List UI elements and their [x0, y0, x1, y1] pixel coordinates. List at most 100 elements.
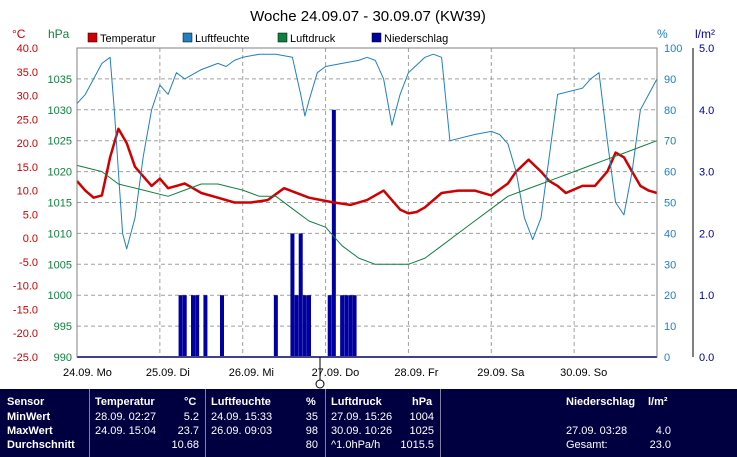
- weather-chart: Woche 24.09.07 - 30.09.07 (KW39) °C hPa …: [12, 8, 715, 389]
- rain-bar: [294, 295, 299, 357]
- stats-divider: [205, 389, 206, 457]
- humidity-tick-label: 90: [664, 74, 676, 86]
- stats-row-label: Durchschnitt: [7, 439, 75, 451]
- stats-divider: [440, 389, 441, 457]
- humidity-unit: %: [657, 27, 668, 41]
- temp-tick-label: 20.0: [17, 138, 38, 150]
- stats-header-temp-unit: °C: [184, 396, 197, 408]
- temp-tick-label: -15.0: [13, 304, 38, 316]
- stats-rain-value: 23.0: [649, 439, 671, 451]
- stats-press-time: ^1.0hPa/h: [331, 439, 381, 451]
- pressure-line: [76, 140, 658, 265]
- temp-tick-label: 25.0: [17, 114, 38, 126]
- stats-header-hum-unit: %: [306, 396, 316, 408]
- day-tick-label: 26.09. Mi: [229, 367, 274, 379]
- stats-press-time: 30.09. 10:26: [331, 425, 393, 437]
- rain-bar: [352, 295, 357, 357]
- stats-header-rain-unit: l/m²: [648, 396, 668, 408]
- rain-bar: [302, 295, 307, 357]
- stats-hum-value: 80: [305, 439, 318, 451]
- chart-title: Woche 24.09.07 - 30.09.07 (KW39): [250, 8, 486, 25]
- legend-swatch: [182, 32, 193, 43]
- temp-tick-label: 40.0: [17, 43, 38, 55]
- temp-tick-label: 10.0: [17, 186, 38, 198]
- stats-row-label: MaxWert: [7, 425, 53, 437]
- humidity-tick-label: 10: [664, 321, 676, 333]
- stats-header-press: Luftdruck: [331, 396, 382, 408]
- legend-label: Temperatur: [100, 33, 156, 45]
- stats-temp-value: 23.7: [177, 425, 199, 437]
- pressure-tick-label: 1000: [48, 290, 72, 302]
- legend-label: Luftfeuchte: [195, 33, 249, 45]
- pressure-tick-label: 1020: [48, 167, 72, 179]
- temp-tick-label: -10.0: [13, 281, 38, 293]
- day-tick-label: 27.09. Do: [312, 367, 360, 379]
- rain-bar: [340, 295, 345, 357]
- stats-row-label: MinWert: [7, 411, 51, 423]
- rain-bar: [344, 295, 349, 357]
- rain-bar: [191, 295, 195, 357]
- humidity-tick-label: 0: [664, 352, 670, 364]
- rain-tick-label: 1.0: [699, 290, 714, 302]
- temp-tick-label: 0.0: [23, 233, 38, 245]
- humidity-tick-label: 40: [664, 228, 676, 240]
- rain-bar: [220, 295, 224, 357]
- rain-tick-label: 3.0: [699, 167, 714, 179]
- pressure-tick-label: 1030: [48, 105, 72, 117]
- temp-tick-label: 35.0: [17, 67, 38, 79]
- rain-tick-label: 4.0: [699, 105, 714, 117]
- legend-swatch: [87, 32, 98, 43]
- humidity-tick-label: 100: [664, 43, 682, 55]
- pressure-tick-label: 990: [54, 352, 72, 364]
- humidity-tick-label: 30: [664, 259, 676, 271]
- stats-temp-time: 24.09. 15:04: [95, 425, 157, 437]
- pressure-tick-label: 1015: [48, 198, 72, 210]
- temp-tick-label: 5.0: [23, 209, 38, 221]
- temperature-line: [76, 127, 658, 215]
- rain-tick-label: 0.0: [699, 352, 714, 364]
- stats-hum-value: 35: [305, 411, 318, 423]
- legend-swatch: [371, 32, 382, 43]
- rain-bar: [298, 233, 303, 357]
- stats-press-value: 1025: [409, 425, 434, 437]
- stats-header-press-unit: hPa: [412, 396, 433, 408]
- rain-bar: [178, 295, 183, 357]
- rain-bar: [307, 295, 311, 357]
- stats-press-value: 1004: [409, 411, 434, 423]
- stats-header-rain: Niederschlag: [566, 396, 636, 408]
- humidity-tick-label: 50: [664, 198, 676, 210]
- rain-bar: [290, 233, 295, 357]
- legend-label: Luftdruck: [290, 33, 336, 45]
- stats-header-temp: Temperatur: [95, 396, 155, 408]
- stats-header-sensor: Sensor: [7, 396, 45, 408]
- stats-rain-value: 4.0: [655, 425, 671, 437]
- stats-divider: [325, 389, 326, 457]
- stats-temp-value: 5.2: [183, 411, 199, 423]
- stats-temp-time: 28.09. 02:27: [95, 411, 157, 423]
- day-tick-label: 25.09. Di: [146, 367, 190, 379]
- rain-tick-label: 5.0: [699, 43, 714, 55]
- stats-press-value: 1015.5: [400, 439, 434, 451]
- temp-tick-label: -25.0: [13, 352, 38, 364]
- rain-bar: [327, 295, 332, 357]
- stats-hum-value: 98: [305, 425, 318, 437]
- pressure-tick-label: 1025: [48, 136, 72, 148]
- stats-rain-time: 27.09. 03:28: [566, 425, 628, 437]
- temp-unit: °C: [12, 27, 26, 41]
- stats-press-time: 27.09. 15:26: [331, 411, 393, 423]
- grid: [77, 48, 657, 357]
- legend-swatch: [277, 32, 288, 43]
- humidity-tick-label: 20: [664, 290, 676, 302]
- rain-bar: [348, 295, 353, 357]
- temp-tick-label: -20.0: [13, 328, 38, 340]
- day-tick-label: 28.09. Fr: [394, 367, 438, 379]
- day-tick-label: 24.09. Mo: [63, 367, 112, 379]
- plot-frame: [76, 47, 658, 358]
- y-axes: 40.0 35.0 30.0 25.0 20.0 15.0 10.0 5.0 0.0 -5.0 -1…: [13, 43, 714, 364]
- rain-bar: [203, 295, 208, 357]
- pressure-unit: hPa: [48, 27, 70, 41]
- stats-panel: Sensor Temperatur °C Luftfeuchte % Luftd…: [0, 389, 737, 457]
- day-tick-label: 29.09. Sa: [477, 367, 525, 379]
- stats-divider: [89, 389, 90, 457]
- stats-temp-value: 10.68: [171, 439, 199, 451]
